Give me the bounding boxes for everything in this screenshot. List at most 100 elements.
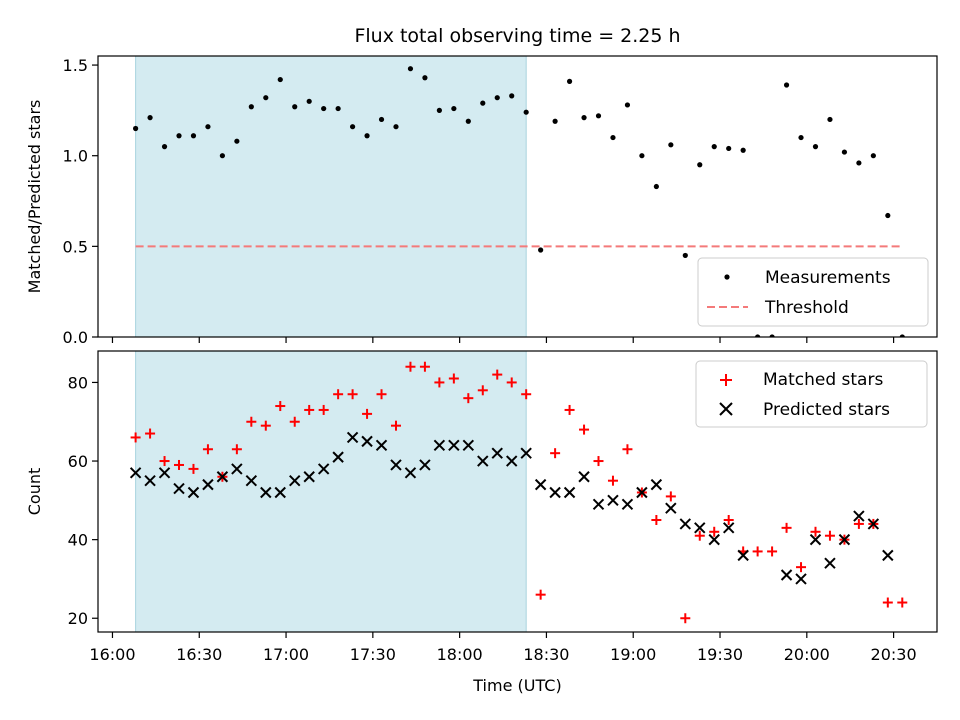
matched-star-point: [246, 416, 257, 427]
predicted-star-point: [838, 533, 851, 546]
series-measurements: [133, 66, 905, 337]
predicted-star-point: [390, 459, 402, 471]
predicted-star-point: [665, 502, 677, 514]
predicted-star-point: [708, 533, 720, 546]
x-tick-label: 16:30: [176, 645, 222, 664]
matched-star-point: [564, 404, 575, 415]
predicted-star-point: [563, 486, 576, 499]
legend-predicted-label: Predicted stars: [763, 400, 890, 420]
measurement-point: [263, 95, 269, 101]
matched-star-point: [723, 514, 734, 525]
matched-star-point: [882, 597, 893, 608]
measurement-point: [161, 144, 168, 150]
plot-area: [133, 66, 905, 337]
predicted-star-point: [245, 474, 258, 487]
predicted-star-point: [491, 447, 503, 459]
legend-measurements-marker: [724, 274, 730, 280]
predicted-star-point: [882, 549, 894, 562]
predicted-star-point: [795, 573, 807, 585]
matched-star-point: [781, 522, 792, 533]
measurement-point: [292, 104, 298, 110]
matched-star-point: [767, 546, 778, 557]
predicted-star-point: [202, 478, 214, 491]
measurement-point: [538, 247, 544, 253]
measurement-point: [697, 162, 703, 168]
measurement-point: [422, 75, 428, 81]
matched-star-point: [174, 459, 185, 470]
predicted-star-point: [578, 471, 590, 483]
observing-time-span: [135, 350, 527, 633]
legend-measurements-label: Measurements: [765, 268, 891, 288]
predicted-star-point: [636, 486, 648, 499]
predicted-star-point: [694, 522, 706, 534]
matched-star-point: [897, 597, 908, 608]
matched-star-point: [202, 444, 213, 455]
predicted-star-point: [303, 471, 315, 483]
matched-star-point: [434, 377, 445, 388]
x-tick-label: 18:30: [523, 645, 569, 664]
matched-star-point: [607, 475, 618, 486]
x-tick-label: 18:00: [437, 645, 483, 664]
predicted-star-point: [419, 459, 431, 471]
predicted-star-point: [549, 486, 561, 499]
x-axis-label: Time (UTC): [472, 676, 561, 695]
predicted-star-point: [173, 482, 185, 495]
measurement-point: [856, 160, 862, 166]
measurement-point: [451, 105, 457, 112]
x-tick-label: 17:00: [263, 645, 309, 664]
predicted-star-point: [375, 439, 388, 452]
predicted-star-point: [433, 439, 446, 452]
measurement-point: [595, 113, 602, 119]
predicted-star-point: [346, 431, 359, 444]
y-tick-label: 0.0: [63, 328, 88, 347]
x-tick-label: 16:00: [89, 645, 135, 664]
measurement-point: [494, 95, 500, 101]
predicted-star-point: [462, 439, 475, 452]
y-tick-label: 60: [68, 452, 88, 471]
legend-box: [697, 257, 929, 327]
measurement-point: [812, 144, 819, 150]
matched-star-point: [289, 416, 300, 427]
predicted-star-point: [520, 447, 532, 459]
measurement-point: [899, 334, 905, 337]
matched-star-point: [318, 404, 329, 415]
predicted-star-point: [332, 451, 344, 463]
measurement-point: [205, 124, 211, 130]
matched-star-point: [463, 393, 474, 404]
measurement-point: [190, 133, 197, 139]
matched-star-point: [824, 530, 835, 541]
measurement-point: [581, 115, 587, 121]
measurement-point: [509, 93, 515, 99]
y-tick-label: 80: [68, 373, 88, 392]
measurement-point: [176, 133, 182, 139]
matched-star-point: [796, 562, 807, 573]
matched-star-point: [810, 526, 821, 537]
matched-star-point: [521, 389, 532, 400]
series-matched-stars: [130, 361, 908, 624]
y-tick-label: 0.5: [63, 237, 88, 256]
predicted-star-point: [144, 474, 156, 487]
legend-matched-marker: [720, 374, 732, 386]
measurement-point: [783, 82, 790, 88]
measurement-point: [726, 145, 732, 152]
predicted-star-point: [853, 510, 865, 522]
measurement-point: [841, 149, 848, 155]
measurement-point: [321, 105, 327, 112]
matched-star-point: [419, 361, 430, 372]
predicted-star-point: [722, 522, 735, 534]
predicted-star-point: [404, 467, 417, 479]
y-tick-label: 40: [68, 531, 88, 550]
predicted-star-point: [361, 435, 373, 448]
matched-star-point: [333, 389, 344, 400]
x-tick-label: 17:30: [350, 645, 396, 664]
predicted-star-point: [809, 533, 822, 546]
matched-star-point: [752, 546, 763, 557]
measurement-point: [147, 115, 153, 121]
measurement-point: [639, 153, 645, 159]
matched-star-point: [579, 424, 590, 435]
matched-star-point: [159, 456, 170, 467]
predicted-star-point: [534, 478, 547, 491]
predicted-star-point: [506, 455, 518, 467]
predicted-star-point: [477, 455, 489, 467]
